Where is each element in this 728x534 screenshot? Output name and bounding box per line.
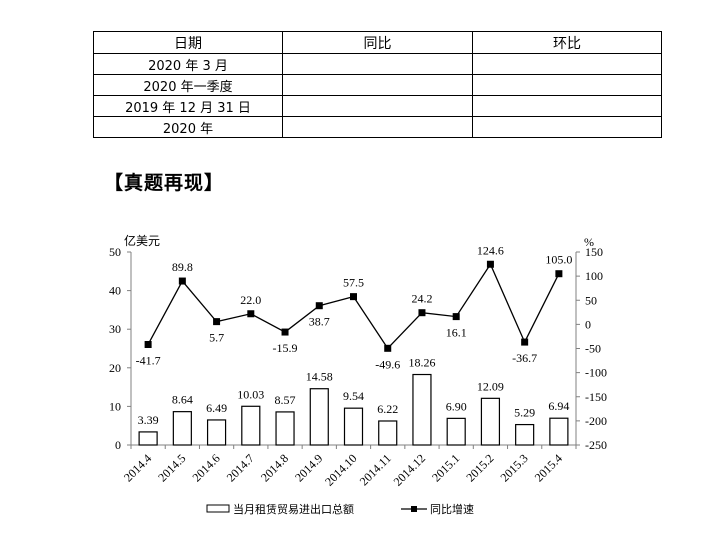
legend-marker-icon [411, 506, 417, 512]
line-value-label: 16.1 [446, 326, 467, 340]
line-value-label: -36.7 [512, 351, 537, 365]
left-tick-label: 40 [109, 284, 121, 298]
cell-date: 2020 年 [93, 116, 283, 138]
line-value-label: -49.6 [375, 357, 400, 371]
bar [515, 423, 535, 446]
line-marker [213, 318, 221, 326]
line-marker [350, 293, 357, 301]
bar-value-label: 6.22 [377, 402, 398, 416]
left-axis-unit: 亿美元 [124, 233, 160, 248]
bar-value-label: 6.90 [446, 399, 467, 413]
left-tick-label: 30 [109, 322, 121, 336]
right-tick-label: -200 [585, 414, 607, 428]
right-tick-label: -250 [585, 438, 607, 452]
line-marker [384, 344, 392, 352]
bar [412, 373, 432, 446]
line-marker [281, 328, 289, 336]
left-tick-label: 10 [109, 399, 121, 413]
line-value-label: 89.8 [172, 260, 193, 274]
x-tick-label: 2014.5 [155, 451, 188, 484]
x-tick-label: 2014.7 [224, 451, 257, 484]
bar [275, 411, 295, 446]
line-value-label: 38.7 [309, 315, 330, 329]
line-marker [486, 260, 494, 268]
section-heading: 【真题再现】 [104, 172, 225, 194]
x-tick-label: 2015.2 [463, 451, 496, 484]
line-marker [521, 338, 529, 346]
bar-value-label: 3.39 [138, 413, 159, 427]
right-tick-label: -100 [585, 366, 607, 380]
right-tick-label: 50 [585, 293, 597, 307]
legend: 当月租赁贸易进出口总额 同比增速 [206, 502, 474, 516]
x-tick-label: 2014.12 [391, 451, 428, 488]
bar [378, 420, 398, 446]
cell-date: 2019 年 12 月 31 日 [93, 95, 283, 117]
line-series: -41.7 89.8 5.7 22.0 -15.9 38.7 57.5 -49.6 24.2 16… [136, 243, 573, 371]
bar-series: 3.39 8.64 6.49 10.03 8.57 14.58 9.54 6.22 18.26 6… [138, 356, 569, 446]
left-tick-label: 20 [109, 361, 121, 375]
line-value-label: 22.0 [240, 293, 261, 307]
bar-value-label: 6.49 [206, 401, 227, 415]
x-tick-label: 2014.11 [357, 451, 394, 488]
x-tick-label: 2014.8 [258, 451, 291, 484]
x-tick-label: 2015.4 [532, 451, 565, 484]
bar-value-label: 18.26 [408, 356, 435, 370]
legend-bar-swatch [206, 504, 230, 513]
table-row: 2020 年 3 月 [93, 53, 662, 75]
line-marker [555, 270, 563, 278]
bar-value-label: 5.29 [514, 406, 535, 420]
bar [343, 407, 364, 446]
line-marker [418, 309, 426, 317]
x-tick-label: 2015.1 [429, 451, 462, 484]
line-marker [452, 313, 460, 321]
line-value-label: 124.6 [477, 243, 504, 257]
line-marker [315, 302, 323, 310]
line-value-label: 57.5 [343, 276, 364, 290]
right-axis-unit: % [584, 235, 594, 249]
x-tick-label: 2015.3 [498, 451, 531, 484]
line-value-label: 5.7 [209, 331, 224, 345]
line-value-label: 24.2 [411, 292, 432, 306]
bar [138, 431, 158, 446]
bar-value-label: 14.58 [306, 370, 333, 384]
table-row: 2020 年 [93, 116, 662, 138]
line-value-label: -41.7 [136, 353, 161, 367]
legend-line-label: 同比增速 [430, 502, 474, 516]
right-tick-label: 100 [585, 269, 603, 283]
legend-bar-label: 当月租赁贸易进出口总额 [233, 502, 354, 516]
right-tick-label: -150 [585, 390, 607, 404]
right-tick-label: -50 [585, 342, 601, 356]
x-tick-label: 2014.4 [121, 451, 154, 484]
right-tick-label: 150 [585, 245, 603, 259]
x-tick-label: 2014.10 [322, 451, 359, 488]
bar-value-label: 8.57 [275, 393, 296, 407]
bar [206, 419, 227, 446]
x-tick-label: 2014.9 [292, 451, 325, 484]
x-tick-label: 2014.6 [189, 451, 222, 484]
cell-mom [472, 116, 662, 138]
line-value-label: 105.0 [545, 253, 572, 267]
bar-value-label: 12.09 [477, 379, 504, 393]
bar [549, 417, 569, 446]
line-marker [247, 310, 255, 318]
bar [309, 388, 329, 446]
bar-value-label: 8.64 [172, 393, 193, 407]
bar-value-label: 9.54 [343, 389, 364, 403]
bar [480, 397, 501, 446]
date-comparison-table: 日期 同比 环比 2020 年 3 月 2020 年一季度 2019 年 12 … [93, 31, 662, 138]
line-value-label: -15.9 [273, 341, 298, 355]
line-marker [144, 340, 152, 348]
bar-value-label: 6.94 [548, 399, 569, 413]
bar [241, 405, 261, 446]
left-tick-label: 0 [115, 438, 121, 452]
bar-value-label: 10.03 [237, 387, 264, 401]
x-axis-labels: 2014.4 2014.5 2014.6 2014.7 2014.8 2014.92014… [121, 451, 565, 488]
left-tick-label: 50 [109, 245, 121, 259]
cell-date: 2020 年一季度 [93, 74, 283, 96]
line-marker [178, 277, 186, 285]
bar [446, 417, 466, 446]
right-tick-label: 0 [585, 317, 591, 331]
bar [172, 411, 192, 446]
